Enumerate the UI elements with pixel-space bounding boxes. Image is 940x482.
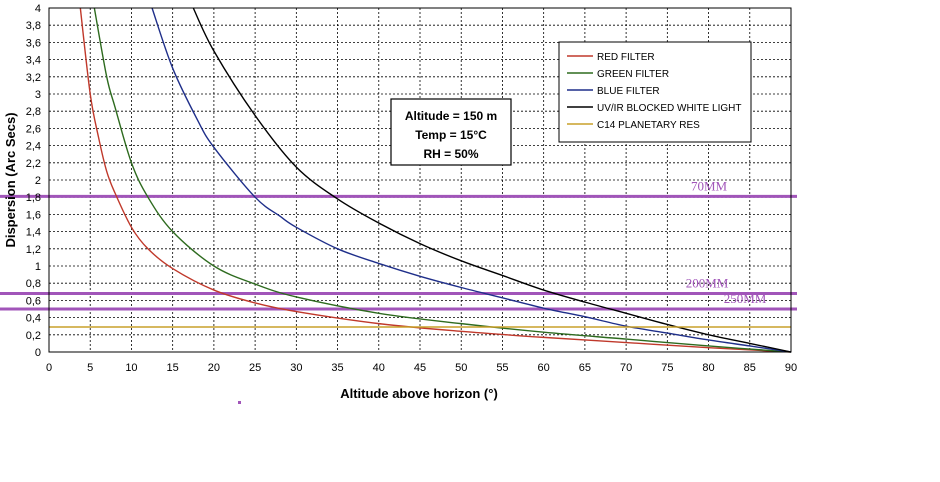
y-tick-label: 0,4 [26,313,41,325]
conditions-annotation: Altitude = 150 m Temp = 15°C RH = 50% [390,98,512,166]
y-tick-label: 0,8 [26,278,41,290]
y-tick-label: 3,8 [26,20,41,32]
x-tick-label: 75 [661,362,673,374]
x-tick-label: 10 [125,362,137,374]
y-tick-label: 3,4 [26,55,41,67]
legend-entry: RED FILTER [597,52,655,63]
y-tick-label: 3,6 [26,37,41,49]
x-tick-label: 30 [290,362,302,374]
y-axis-title: Dispersion (Arc Secs) [3,112,18,247]
x-tick-label: 85 [744,362,756,374]
x-axis-title: Altitude above horizon (°) [340,386,498,401]
x-tick-label: 50 [455,362,467,374]
annotation-temp: Temp = 15°C [415,128,487,142]
legend-entry: GREEN FILTER [597,69,669,80]
y-axis-ticks: 0 0,2 0,4 0,6 0,8 1 1,2 1,4 1,6 1,8 2 2,2 2,4 2,6 2,8 3… [26,3,41,359]
marker-label: 200MM [686,276,729,291]
legend-entry: C14 PLANETARY RES [597,120,700,131]
y-tick-label: 3 [35,89,41,101]
series-line [192,7,792,353]
series-line [93,7,792,353]
x-tick-label: 5 [87,362,93,374]
x-tick-label: 60 [538,362,550,374]
series-line [79,7,792,353]
marker-label: 70MM [691,178,728,193]
legend: RED FILTER GREEN FILTER BLUE FILTER UV/IR B… [558,41,752,143]
y-tick-label: 1 [35,261,41,273]
y-tick-label: 2,4 [26,141,41,153]
legend-entry: BLUE FILTER [597,86,660,97]
stray-dot [238,401,241,404]
x-axis-ticks: 0 5 10 15 20 25 30 35 40 45 50 55 60 65 70 75 80 85 90 [46,362,797,374]
x-tick-label: 45 [414,362,426,374]
y-tick-label: 2,2 [26,158,41,170]
y-tick-label: 4 [35,3,41,15]
series-line [151,7,792,353]
y-tick-label: 0 [35,347,41,359]
marker-label: 250MM [724,291,767,306]
plot-frame [48,7,792,353]
x-tick-label: 65 [579,362,591,374]
x-tick-label: 90 [785,362,797,374]
x-tick-label: 70 [620,362,632,374]
y-tick-label: 1,8 [26,192,41,204]
y-tick-label: 2,6 [26,123,41,135]
annotation-rh: RH = 50% [423,147,478,161]
x-tick-label: 25 [249,362,261,374]
y-tick-label: 1,6 [26,209,41,221]
y-tick-label: 0,2 [26,330,41,342]
annotation-altitude: Altitude = 150 m [405,109,497,123]
legend-entry: UV/IR BLOCKED WHITE LIGHT [597,103,741,114]
y-tick-label: 1,4 [26,227,41,239]
y-tick-label: 2 [35,175,41,187]
y-tick-label: 0,6 [26,295,41,307]
x-tick-label: 80 [702,362,714,374]
x-tick-label: 35 [331,362,343,374]
x-tick-label: 20 [208,362,220,374]
x-tick-label: 15 [167,362,179,374]
series-lines [49,7,792,353]
legend-frame [558,41,752,143]
y-tick-label: 3,2 [26,72,41,84]
x-tick-label: 40 [373,362,385,374]
y-tick-label: 1,2 [26,244,41,256]
x-tick-label: 55 [496,362,508,374]
y-tick-label: 2,8 [26,106,41,118]
x-tick-label: 0 [46,362,52,374]
annotation-frame [390,98,512,166]
